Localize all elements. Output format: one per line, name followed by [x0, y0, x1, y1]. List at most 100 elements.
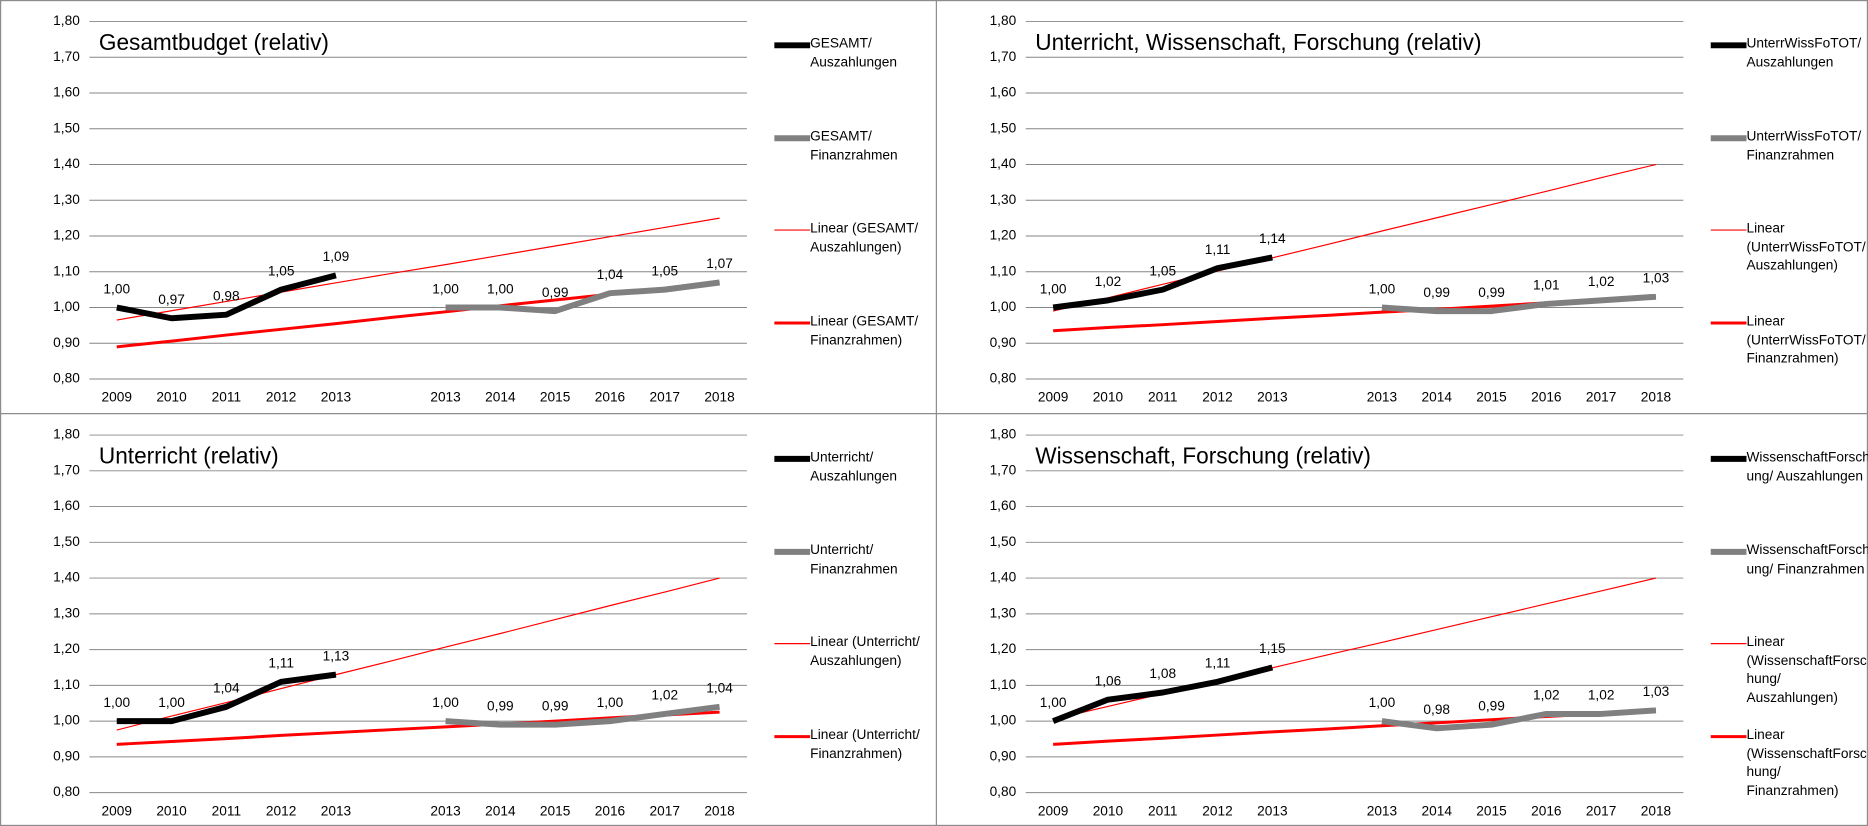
y-tick-label: 1,70 [53, 462, 80, 477]
x-tick-label: 2014 [485, 390, 516, 405]
data-label: 1,05 [1149, 263, 1176, 278]
legend-label: WissenschaftForschung/ Auszahlungen [1746, 450, 1868, 484]
data-label: 1,13 [323, 648, 350, 663]
legend-item: GESAMT/ Finanzrahmen [810, 130, 898, 163]
series-line [445, 279, 720, 315]
x-tick-label: 2013 [1257, 803, 1288, 818]
series-line [1052, 664, 1274, 724]
x-tick-label: 2018 [1641, 803, 1672, 818]
y-tick-label: 1,10 [990, 677, 1017, 692]
y-tick-label: 0,80 [53, 371, 80, 386]
x-tick-label: 2015 [1476, 390, 1507, 405]
x-tick-label: 2013 [321, 390, 352, 405]
data-label: 1,07 [706, 256, 733, 271]
x-tick-label: 2013 [430, 390, 461, 405]
y-tick-label: 0,90 [990, 748, 1017, 763]
series-line [1381, 293, 1657, 315]
data-label: 0,98 [1423, 702, 1450, 717]
legend-item: Unterricht/ Finanzrahmen [810, 543, 898, 577]
data-label: 1,03 [1643, 684, 1670, 699]
y-tick-label: 1,30 [990, 605, 1017, 620]
x-tick-label: 2016 [595, 803, 626, 818]
series-line [116, 577, 720, 731]
legend-item: Linear (UnterrWissFoTOT/ Auszahlungen) [1746, 222, 1865, 273]
y-tick-label: 1,00 [990, 299, 1017, 314]
data-label: 1,00 [1040, 281, 1067, 296]
y-tick-label: 1,60 [53, 85, 80, 100]
legend-label: WissenschaftForschung/ Finanzrahmen [1746, 543, 1868, 577]
x-tick-label: 2018 [704, 803, 735, 818]
x-tick-label: 2010 [156, 390, 187, 405]
x-tick-label: 2015 [1476, 803, 1507, 818]
y-tick-label: 1,00 [990, 713, 1017, 728]
data-label: 1,02 [1533, 688, 1560, 703]
y-tick-label: 0,90 [990, 335, 1017, 350]
legend-item: GESAMT/ Auszahlungen [810, 37, 897, 70]
y-tick-label: 1,20 [53, 641, 80, 656]
series-line [116, 272, 337, 322]
y-tick-label: 1,30 [53, 192, 80, 207]
data-label: 1,11 [1205, 242, 1231, 257]
y-tick-label: 1,30 [53, 605, 80, 620]
data-label: 0,97 [158, 292, 185, 307]
legend-label: Unterricht/ Finanzrahmen [810, 543, 898, 577]
panel: 0,80 0,90 1,00 1,10 1,20 1,30 1,40 1,50 1,60 1,70… [53, 427, 920, 819]
legend-label: Linear (WissenschaftForschung/ Finanzrah… [1746, 728, 1867, 798]
panel: 0,80 0,90 1,00 1,10 1,20 1,30 1,40 1,50 1,60 1,70… [990, 13, 1866, 405]
y-tick-label: 1,20 [53, 228, 80, 243]
x-tick-label: 2009 [1038, 803, 1068, 818]
data-label: 1,00 [597, 695, 624, 710]
data-label: 1,09 [323, 249, 350, 264]
y-tick-label: 1,40 [990, 156, 1017, 171]
legend-label: Linear (Unterricht/ Auszahlungen) [810, 635, 920, 669]
chart-title: Unterricht (relativ) [99, 444, 279, 469]
legend-item: Linear (GESAMT/ Auszahlungen) [810, 221, 919, 255]
data-label: 1,00 [432, 695, 459, 710]
series-line [1052, 577, 1657, 720]
x-tick-label: 2010 [1093, 803, 1124, 818]
x-tick-label: 2009 [1038, 390, 1068, 405]
x-tick-label: 2012 [1202, 390, 1232, 405]
series-line [1381, 707, 1657, 732]
y-tick-label: 1,70 [53, 49, 80, 64]
y-tick-label: 1,80 [53, 427, 80, 442]
data-label: 1,11 [268, 656, 294, 671]
x-tick-label: 2017 [1586, 803, 1616, 818]
data-label: 1,02 [1588, 688, 1615, 703]
y-tick-label: 1,60 [53, 498, 80, 513]
x-tick-label: 2014 [1422, 390, 1453, 405]
data-label: 1,00 [487, 281, 514, 296]
legend-item: UnterrWissFoTOT/ Auszahlungen [1746, 37, 1861, 70]
data-label: 1,15 [1259, 641, 1286, 656]
legend-item: Linear (Unterricht/ Finanzrahmen) [810, 728, 920, 762]
series-line [1052, 254, 1273, 311]
legend-label: Linear (Unterricht/ Finanzrahmen) [810, 728, 920, 762]
y-tick-label: 1,10 [53, 677, 80, 692]
x-tick-label: 2009 [102, 390, 132, 405]
x-tick-label: 2016 [595, 390, 626, 405]
data-label: 1,02 [1095, 274, 1122, 289]
x-tick-label: 2010 [1093, 390, 1124, 405]
x-tick-label: 2011 [212, 803, 241, 818]
y-tick-label: 1,00 [53, 299, 80, 314]
x-tick-label: 2013 [1367, 390, 1398, 405]
legend-item: Linear (Unterricht/ Auszahlungen) [810, 635, 920, 669]
data-label: 0,98 [213, 288, 240, 303]
data-label: 1,03 [1643, 271, 1670, 286]
x-tick-label: 2014 [485, 803, 516, 818]
y-tick-label: 0,80 [990, 371, 1017, 386]
y-tick-label: 1,80 [53, 13, 80, 28]
legend-item: Linear (WissenschaftForschung/ Auszahlun… [1746, 635, 1866, 705]
data-label: 1,06 [1095, 673, 1122, 688]
data-label: 1,08 [1149, 666, 1176, 681]
data-label: 0,99 [542, 698, 569, 713]
x-tick-label: 2015 [540, 390, 571, 405]
data-label: 1,00 [1369, 281, 1396, 296]
legend-label: Linear (GESAMT/ Auszahlungen) [810, 221, 919, 255]
legend-item: WissenschaftForschung/ Finanzrahmen [1746, 543, 1868, 577]
x-tick-label: 2014 [1422, 803, 1453, 818]
y-tick-label: 1,70 [990, 49, 1017, 64]
x-tick-label: 2013 [1367, 803, 1398, 818]
legend-label: Unterricht/ Auszahlungen [810, 450, 897, 484]
